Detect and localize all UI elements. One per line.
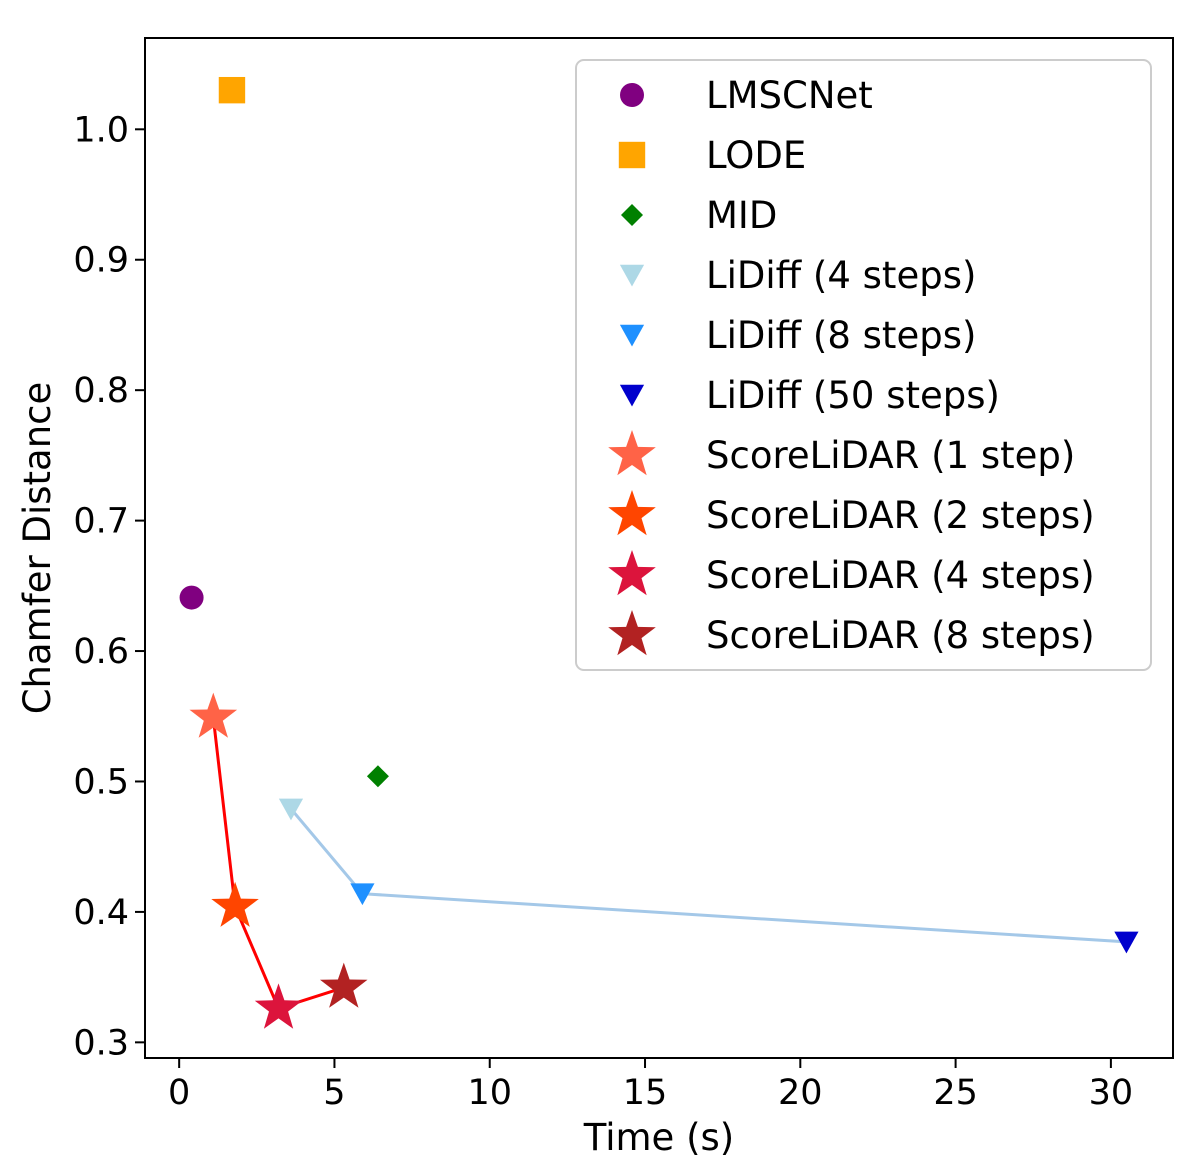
x-tick-label: 30 [1089,1073,1134,1113]
y-tick-label: 0.4 [73,893,129,933]
data-point-4 [278,798,304,821]
y-axis: 0.3 0.4 0.5 0.6 0.7 0.8 0.9 1.0 [73,110,145,1063]
data-points [179,76,1139,1029]
legend-label-7: ScoreLiDAR (1 step) [706,434,1075,477]
data-point-2 [218,76,246,104]
data-point-8 [211,881,259,927]
data-point-9 [254,983,303,1029]
legend-marker-5 [619,324,645,347]
y-axis-label: Chamfer Distance [16,382,59,715]
y-tick-label: 0.9 [73,241,129,281]
legend-marker-10 [608,610,656,656]
x-tick-label: 20 [778,1073,823,1113]
legend: LMSCNet LODE MID LiDiff (4 steps) LiDiff (8 … [575,59,1152,671]
connector-lines [211,717,1127,1011]
y-tick-label: 1.0 [73,110,129,150]
legend-marker-3 [621,204,643,226]
y-tick-label: 0.7 [73,502,129,542]
x-tick-label: 5 [323,1073,345,1113]
x-tick-label: 15 [623,1073,668,1113]
legend-label-1: LMSCNet [706,74,873,117]
legend-label-4: LiDiff (4 steps) [706,254,976,297]
y-tick-label: 0.8 [73,371,129,411]
y-tick-label: 0.5 [73,762,129,802]
connector-line-2 [211,717,345,1011]
legend-label-8: ScoreLiDAR (2 steps) [706,494,1095,537]
data-point-10 [320,962,368,1008]
legend-box [575,59,1152,671]
x-axis: 0 5 10 15 20 25 30 [168,1058,1133,1113]
legend-label-10: ScoreLiDAR (8 steps) [706,614,1095,657]
data-point-1 [179,585,204,610]
data-point-3 [366,765,389,788]
y-tick-label: 0.3 [73,1023,129,1063]
legend-marker-8 [608,490,656,536]
legend-marker-2 [618,141,646,169]
connector-line-1 [289,807,1127,944]
x-tick-label: 10 [467,1073,512,1113]
legend-label-3: MID [706,194,777,237]
legend-marker-1 [620,83,644,107]
y-tick-label: 0.6 [73,632,129,672]
data-point-6 [1114,931,1139,954]
legend-marker-7 [608,430,656,476]
legend-label-9: ScoreLiDAR (4 steps) [706,554,1095,597]
legend-marker-4 [619,264,645,287]
data-point-7 [189,692,238,738]
x-axis-label: Time (s) [583,1116,734,1159]
legend-marker-6 [619,384,645,407]
x-tick-label: 0 [168,1073,190,1113]
legend-label-5: LiDiff (8 steps) [706,314,976,357]
data-point-5 [350,883,375,906]
legend-label-6: LiDiff (50 steps) [706,374,1000,417]
x-tick-label: 25 [933,1073,978,1113]
plot-area-frame [144,37,1174,1059]
legend-marker-9 [608,550,656,596]
legend-label-2: LODE [706,134,806,177]
